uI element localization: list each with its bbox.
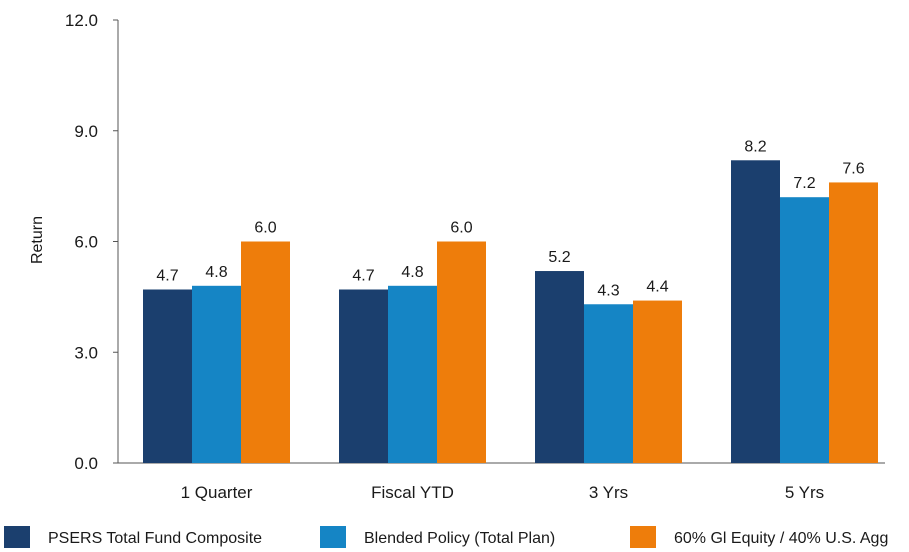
bar (633, 300, 682, 463)
data-label: 7.2 (793, 175, 815, 192)
data-labels-group: 4.7 4.7 5.2 8.2 4.8 4.8 4.3 7.2 6.0 6.0 4.4 7.6 (156, 138, 864, 299)
legend-swatch (320, 526, 346, 548)
bar (535, 271, 584, 463)
bar (241, 241, 290, 463)
legend-swatch (630, 526, 656, 548)
bar (388, 285, 437, 463)
y-tick-label: 0.0 (74, 454, 98, 473)
legend: PSERS Total Fund Composite Blended Policy… (4, 526, 888, 548)
bar (192, 285, 241, 463)
category-label: 5 Yrs (785, 483, 824, 502)
data-label: 6.0 (450, 220, 472, 237)
bar (780, 197, 829, 463)
data-label: 4.8 (205, 264, 227, 281)
legend-swatch (4, 526, 30, 548)
bar (731, 160, 780, 464)
bar (829, 182, 878, 463)
data-label: 6.0 (254, 220, 276, 237)
legend-label: 60% Gl Equity / 40% U.S. Agg (674, 530, 888, 547)
data-label: 4.3 (597, 282, 619, 299)
y-tick-label: 12.0 (65, 11, 98, 30)
category-label: 1 Quarter (181, 483, 253, 502)
y-axis-ticks: 0.0 3.0 6.0 9.0 12.0 (65, 11, 118, 473)
category-labels-group: 1 Quarter Fiscal YTD 3 Yrs 5 Yrs (181, 483, 825, 502)
data-label: 4.7 (156, 267, 178, 284)
y-axis-label: Return (29, 216, 46, 264)
bar (584, 304, 633, 463)
data-label: 5.2 (548, 249, 570, 266)
legend-label: PSERS Total Fund Composite (48, 530, 262, 547)
category-label: Fiscal YTD (371, 483, 454, 502)
data-label: 7.6 (842, 160, 864, 177)
y-tick-label: 3.0 (74, 343, 98, 362)
bar (437, 241, 486, 463)
data-label: 4.4 (646, 279, 668, 296)
data-label: 4.8 (401, 264, 423, 281)
legend-label: Blended Policy (Total Plan) (364, 530, 555, 547)
data-label: 8.2 (744, 138, 766, 155)
category-label: 3 Yrs (589, 483, 628, 502)
bar (143, 289, 192, 463)
data-label: 4.7 (352, 267, 374, 284)
bars-group (143, 160, 878, 464)
y-tick-label: 9.0 (74, 122, 98, 141)
bar (339, 289, 388, 463)
y-tick-label: 6.0 (74, 233, 98, 252)
